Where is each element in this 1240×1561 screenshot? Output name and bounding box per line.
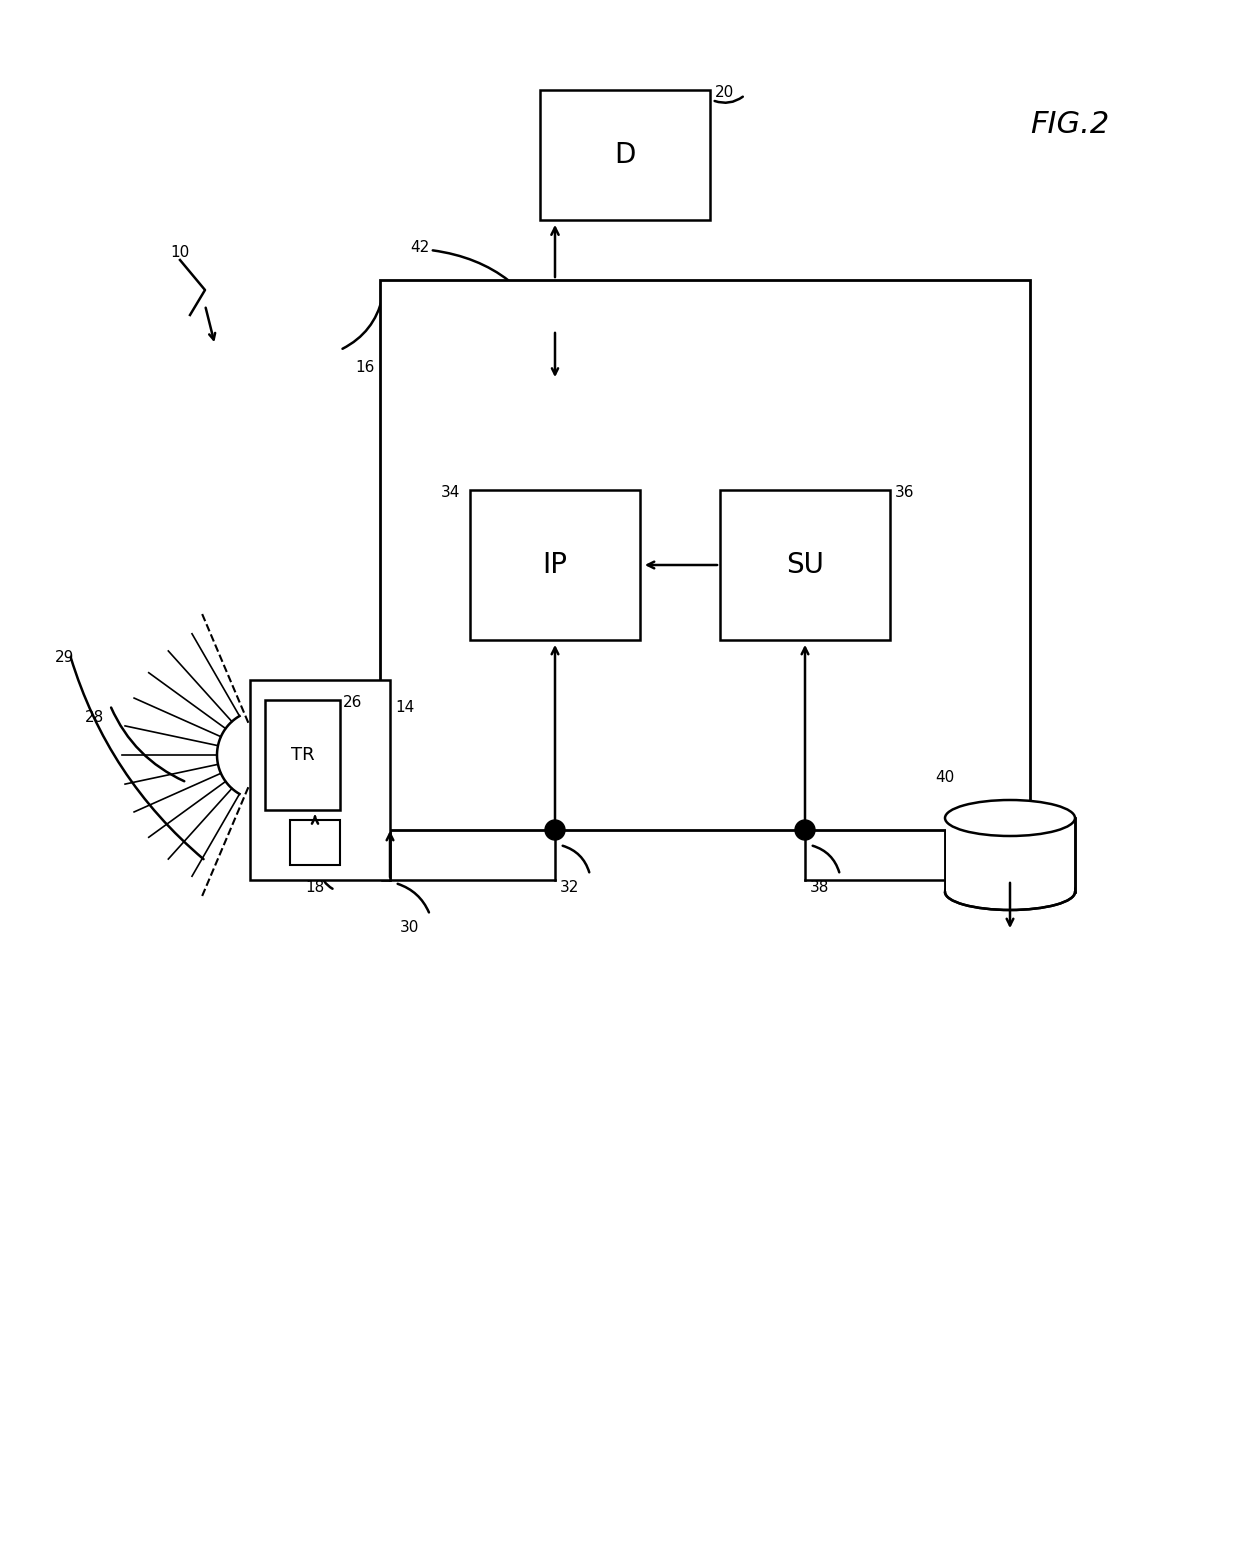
FancyArrowPatch shape xyxy=(714,97,743,103)
Text: 32: 32 xyxy=(560,880,579,894)
Circle shape xyxy=(546,820,565,840)
FancyArrowPatch shape xyxy=(396,707,428,720)
Bar xyxy=(539,91,711,220)
Text: 40: 40 xyxy=(935,770,955,785)
Text: 34: 34 xyxy=(440,485,460,500)
Bar xyxy=(946,820,1074,891)
Text: 38: 38 xyxy=(810,880,830,894)
Text: 42: 42 xyxy=(410,240,429,254)
FancyArrowPatch shape xyxy=(812,846,839,873)
FancyArrowPatch shape xyxy=(895,496,928,510)
Text: 36: 36 xyxy=(895,485,915,500)
Ellipse shape xyxy=(945,874,1075,910)
Text: 28: 28 xyxy=(86,710,104,724)
Bar xyxy=(290,820,340,865)
FancyArrowPatch shape xyxy=(71,657,203,859)
Text: FIG.2: FIG.2 xyxy=(1030,109,1110,139)
FancyArrowPatch shape xyxy=(432,487,472,506)
Text: 29: 29 xyxy=(55,649,74,665)
Bar xyxy=(265,699,340,810)
FancyArrowPatch shape xyxy=(320,871,332,888)
FancyArrowPatch shape xyxy=(346,707,373,720)
Text: TR: TR xyxy=(290,746,314,763)
FancyArrowPatch shape xyxy=(956,782,972,809)
Text: IP: IP xyxy=(543,551,568,579)
Text: 14: 14 xyxy=(396,699,414,715)
Text: SU: SU xyxy=(786,551,823,579)
FancyArrowPatch shape xyxy=(563,846,589,873)
Bar xyxy=(379,279,1030,830)
Text: 18: 18 xyxy=(305,880,324,894)
FancyArrowPatch shape xyxy=(342,298,382,348)
Bar xyxy=(720,490,890,640)
Circle shape xyxy=(795,820,815,840)
FancyArrowPatch shape xyxy=(112,707,185,780)
FancyArrowPatch shape xyxy=(433,250,557,348)
Bar xyxy=(470,490,640,640)
Text: 26: 26 xyxy=(343,695,362,710)
Bar xyxy=(250,681,391,880)
Text: 10: 10 xyxy=(170,245,190,261)
Text: D: D xyxy=(614,140,636,169)
Text: 30: 30 xyxy=(401,919,419,935)
Ellipse shape xyxy=(945,799,1075,837)
FancyArrowPatch shape xyxy=(398,884,429,913)
Text: 20: 20 xyxy=(715,84,734,100)
Text: 16: 16 xyxy=(356,361,374,375)
